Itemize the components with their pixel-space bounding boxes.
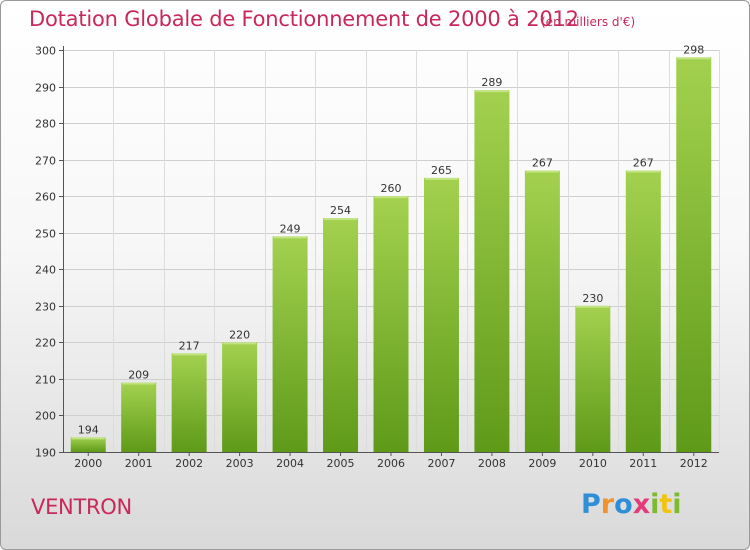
value-label: 254 <box>330 204 351 217</box>
y-tick-label: 210 <box>35 374 56 387</box>
bar-2001 <box>121 382 157 452</box>
value-label: 230 <box>582 292 603 305</box>
bar-highlight <box>374 196 408 199</box>
y-tick-label: 190 <box>35 447 56 460</box>
bar-2007 <box>423 177 459 452</box>
bar-highlight <box>223 342 257 345</box>
bar-2006 <box>373 196 409 452</box>
bar-highlight <box>677 57 711 60</box>
bar-2010 <box>575 305 611 452</box>
bar-highlight <box>71 437 105 440</box>
bar-2009 <box>524 170 560 452</box>
bar-2004 <box>272 236 308 452</box>
bar-highlight <box>525 170 559 173</box>
x-tick-label: 2006 <box>377 457 405 470</box>
y-tick-label: 220 <box>35 337 56 350</box>
value-label: 267 <box>633 157 654 170</box>
value-label: 217 <box>179 339 200 352</box>
x-tick-label: 2011 <box>629 457 657 470</box>
bar-2008 <box>474 90 510 452</box>
y-tick-label: 250 <box>35 228 56 241</box>
bar-highlight <box>273 236 307 239</box>
x-tick-label: 2012 <box>680 457 708 470</box>
y-tick-label: 200 <box>35 410 56 423</box>
x-tick-label: 2010 <box>579 457 607 470</box>
bar-2002 <box>171 353 207 452</box>
bar-highlight <box>424 177 458 180</box>
chart-unit: (en milliers d'€) <box>541 15 636 29</box>
value-labels: 194 209 217 220 249 254 260 265 289 267 230 267 298 <box>78 43 705 436</box>
x-tick-label: 2004 <box>276 457 304 470</box>
bar-highlight <box>626 170 660 173</box>
value-label: 194 <box>78 423 99 436</box>
x-tick-label: 2009 <box>528 457 556 470</box>
proxiti-logo: Proxiti <box>581 489 682 520</box>
y-tick-label: 260 <box>35 191 56 204</box>
y-tick-label: 240 <box>35 264 56 277</box>
chart-title: Dotation Globale de Fonctionnement de 20… <box>29 7 579 31</box>
bar-highlight <box>475 90 509 93</box>
bar-highlight <box>324 218 358 221</box>
bar-2003 <box>222 342 258 452</box>
bar-2011 <box>625 170 661 452</box>
value-label: 209 <box>128 369 149 382</box>
x-tick-label: 2000 <box>74 457 102 470</box>
value-label: 220 <box>229 328 250 341</box>
bar-2005 <box>323 218 359 452</box>
value-label: 289 <box>481 76 502 89</box>
value-label: 249 <box>280 222 301 235</box>
bar-highlight <box>576 305 610 308</box>
value-label: 265 <box>431 164 452 177</box>
x-tick-label: 2005 <box>327 457 355 470</box>
x-tick-label: 2008 <box>478 457 506 470</box>
bar-2012 <box>676 57 712 453</box>
bar-highlight <box>172 353 206 356</box>
bar-2000 <box>70 437 106 452</box>
y-tick-label: 300 <box>35 45 56 58</box>
y-tick-label: 230 <box>35 301 56 314</box>
x-tick-label: 2001 <box>125 457 153 470</box>
x-tick-label: 2007 <box>427 457 455 470</box>
commune-name: VENTRON <box>31 495 132 519</box>
x-tick-label: 2003 <box>226 457 254 470</box>
x-tick-label: 2002 <box>175 457 203 470</box>
y-tick-label: 290 <box>35 82 56 95</box>
value-label: 267 <box>532 157 553 170</box>
value-label: 260 <box>381 182 402 195</box>
y-tick-label: 270 <box>35 155 56 168</box>
bars <box>70 57 712 453</box>
bar-highlight <box>122 382 156 385</box>
y-tick-label: 280 <box>35 118 56 131</box>
value-label: 298 <box>683 43 704 56</box>
axes: 190 200 210 220 230 240 250 260 270 280 290 300 2000… <box>35 45 719 470</box>
